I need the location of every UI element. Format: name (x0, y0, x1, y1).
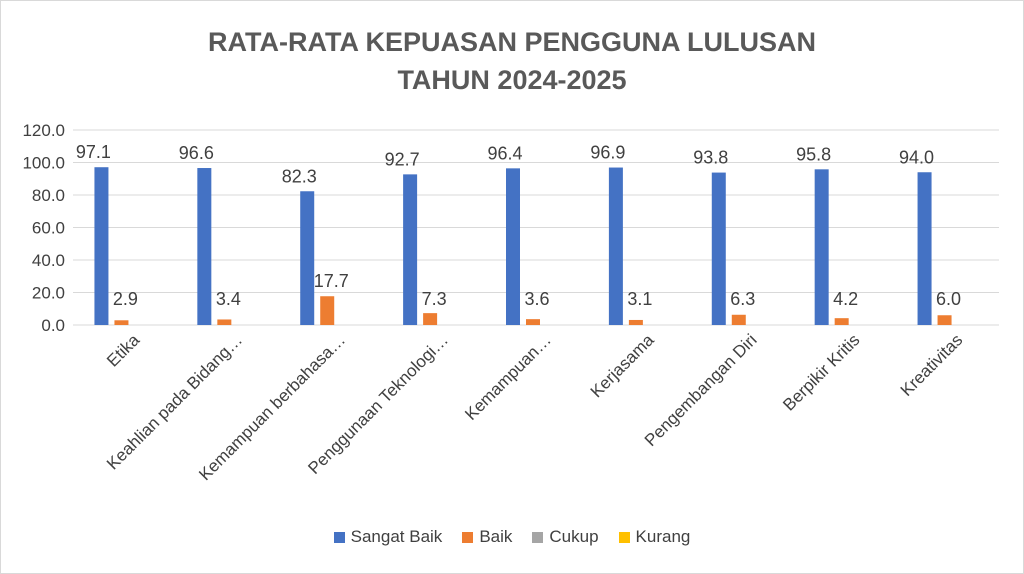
bar-baik (937, 315, 952, 325)
y-tick-label: 100.0 (22, 154, 65, 173)
x-tick-label: Berpikir Kritis (779, 330, 863, 414)
bar-baik (423, 313, 438, 325)
chart-title: RATA-RATA KEPUASAN PENGGUNA LULUSAN TAHU… (1, 23, 1023, 99)
legend-label: Baik (479, 527, 513, 546)
y-tick-label: 120.0 (22, 121, 65, 140)
y-tick-label: 80.0 (32, 186, 65, 205)
x-tick-label: Etika (103, 330, 144, 371)
legend-item: Baik (462, 527, 512, 547)
chart-title-line-1: RATA-RATA KEPUASAN PENGGUNA LULUSAN (208, 27, 816, 57)
bar-baik (628, 319, 643, 325)
bar-baik (114, 320, 129, 325)
bar-sangat-baik (608, 167, 623, 325)
data-label: 4.2 (833, 289, 858, 309)
bar-baik (834, 318, 849, 325)
bar-sangat-baik (506, 168, 520, 325)
bar-sangat-baik (711, 172, 726, 325)
bar-sangat-baik (300, 191, 315, 325)
x-tick-label: Kerjasama (587, 330, 658, 401)
legend-swatch (532, 531, 544, 543)
legend-swatch (333, 531, 345, 543)
legend-label: Cukup (549, 527, 599, 546)
data-label: 96.9 (590, 143, 625, 163)
x-tick-label: Kemampuan… (461, 330, 555, 424)
legend-label: Kurang (635, 527, 691, 546)
data-label: 6.0 (936, 289, 961, 309)
bar-sangat-baik (403, 174, 418, 325)
data-label: 92.7 (385, 149, 420, 169)
y-tick-label: 0.0 (41, 316, 65, 335)
data-label: 3.1 (627, 289, 652, 309)
legend: Sangat Baik Baik Cukup Kurang (1, 527, 1023, 547)
data-label: 95.8 (796, 144, 831, 164)
data-label: 93.8 (693, 148, 728, 168)
y-tick-label: 20.0 (32, 284, 65, 303)
y-tick-label: 60.0 (32, 219, 65, 238)
legend-item: Kurang (618, 527, 691, 547)
bar-baik (526, 319, 540, 325)
data-label: 6.3 (730, 289, 755, 309)
data-label: 17.7 (314, 271, 349, 291)
x-tick-label: Kreativitas (897, 330, 967, 400)
data-label: 94.0 (899, 147, 934, 167)
y-tick-label: 40.0 (32, 251, 65, 270)
bar-sangat-baik (197, 168, 212, 325)
bar-baik (217, 319, 232, 325)
bar-baik (320, 296, 335, 325)
legend-item: Sangat Baik (333, 527, 443, 547)
bar-sangat-baik (917, 172, 932, 325)
data-label: 97.1 (76, 142, 111, 162)
data-label: 3.6 (524, 289, 549, 309)
bar-baik (731, 314, 746, 325)
data-label: 82.3 (282, 166, 317, 186)
legend-label: Sangat Baik (350, 527, 443, 546)
data-label: 3.4 (216, 289, 241, 309)
data-label: 7.3 (422, 289, 447, 309)
data-label: 2.9 (113, 289, 138, 309)
chart-title-line-2: TAHUN 2024-2025 (397, 65, 627, 95)
bar-sangat-baik (814, 169, 829, 325)
data-label: 96.4 (487, 143, 522, 163)
x-tick-label: Pengembangan Diri (641, 330, 761, 450)
bar-sangat-baik (94, 167, 109, 325)
legend-swatch (618, 531, 630, 543)
data-label: 96.6 (179, 143, 214, 163)
legend-swatch (462, 531, 474, 543)
legend-item: Cukup (532, 527, 599, 547)
